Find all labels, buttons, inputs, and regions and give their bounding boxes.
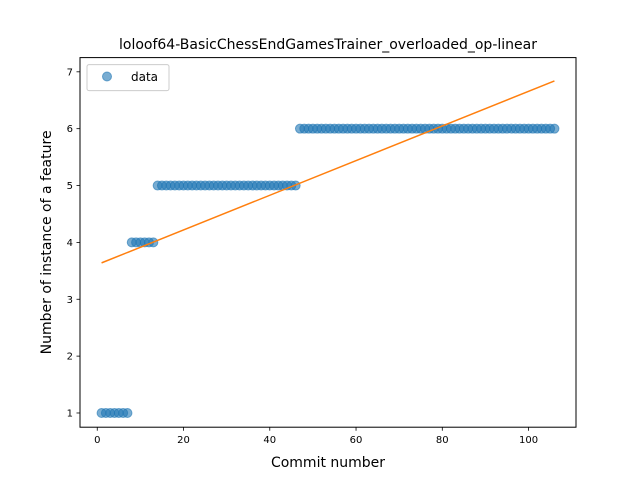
legend-marker [102, 71, 112, 82]
trend-line-layer [101, 80, 555, 264]
trend-line [101, 80, 555, 264]
chart-title: loloof64-BasicChessEndGamesTrainer_overl… [119, 37, 537, 53]
x-tick-label: 100 [519, 435, 538, 446]
data-point [122, 407, 133, 418]
x-tick-label: 60 [350, 435, 363, 446]
y-tick-label: 3 [67, 295, 73, 306]
y-tick-label: 1 [67, 408, 73, 419]
y-tick-label: 4 [67, 238, 73, 249]
x-tick-label: 40 [263, 435, 276, 446]
y-axis-title: Number of instance of a feature [39, 130, 55, 354]
y-tick-label: 7 [67, 67, 73, 78]
x-axis-ticks: 0 20 40 60 80 100 [94, 427, 538, 446]
y-tick-label: 2 [67, 352, 73, 363]
legend: data [86, 64, 170, 92]
y-axis-ticks: 1 2 3 4 5 6 7 [67, 67, 80, 419]
data-points [96, 123, 560, 418]
y-tick-label: 5 [67, 181, 73, 192]
legend-box [86, 64, 170, 92]
legend-label: data [131, 70, 158, 84]
x-tick-label: 80 [436, 435, 449, 446]
y-tick-label: 6 [67, 124, 73, 135]
x-tick-label: 0 [94, 435, 100, 446]
data-point [549, 123, 560, 134]
x-tick-label: 20 [177, 435, 190, 446]
x-axis-title: Commit number [271, 455, 385, 471]
